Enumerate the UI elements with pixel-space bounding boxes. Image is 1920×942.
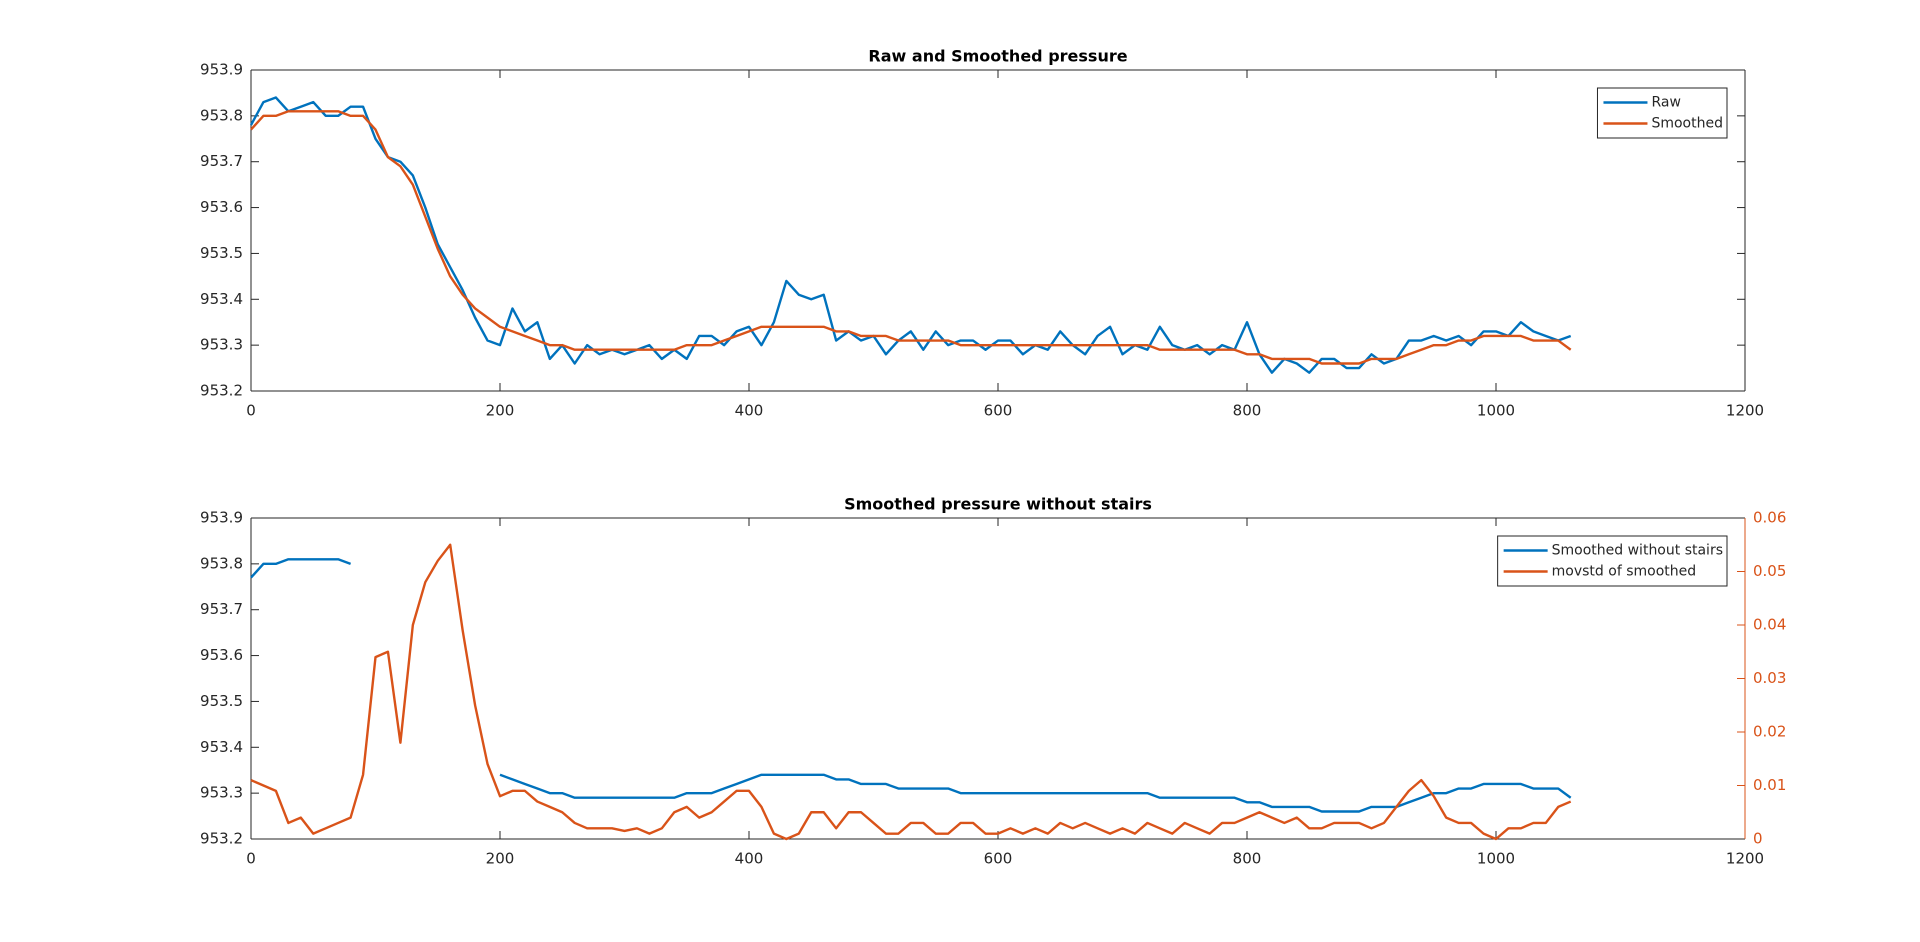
data-line: [250, 110, 1572, 365]
legend-label: Raw: [1651, 95, 1680, 111]
y-tick-label: 953.8: [200, 106, 243, 124]
y-tick-label: 953.3: [200, 336, 243, 354]
x-tick-label: 600: [984, 402, 1013, 420]
x-tick-label: 1000: [1477, 402, 1515, 420]
chart-title: Smoothed pressure without stairs: [844, 495, 1152, 514]
x-tick-label: 200: [486, 402, 515, 420]
y-tick-label: 953.2: [200, 830, 243, 848]
y-tick-label: 953.7: [200, 600, 243, 618]
y-tick-label: 953.6: [200, 198, 243, 216]
x-tick-label: 600: [984, 850, 1013, 868]
legend-label: Smoothed: [1651, 116, 1723, 132]
y-tick-label: 953.4: [200, 290, 243, 308]
x-tick-label: 800: [1233, 850, 1262, 868]
legend-label: movstd of smoothed: [1552, 564, 1696, 580]
y-tick-label: 953.9: [200, 61, 243, 79]
x-tick-label: 200: [486, 850, 515, 868]
y2-tick-label: 0: [1753, 830, 1763, 848]
y2-tick-label: 0.06: [1753, 509, 1786, 527]
y2-tick-label: 0.01: [1753, 776, 1786, 794]
legend-box: [1497, 535, 1728, 587]
y-tick-label: 953.8: [200, 554, 243, 572]
x-tick-label: 800: [1233, 402, 1262, 420]
legend: Smoothed without stairs movstd of smoothe…: [1497, 535, 1728, 587]
y-tick-label: 953.4: [200, 738, 243, 756]
x-tick-label: 1000: [1477, 850, 1515, 868]
y-tick-label: 953.6: [200, 646, 243, 664]
data-line: [250, 558, 1572, 813]
x-tick-label: 400: [735, 402, 764, 420]
y-tick-label: 953.5: [200, 244, 243, 262]
data-line: [249, 96, 1572, 374]
x-tick-label: 1200: [1726, 850, 1764, 868]
y-tick-label: 953.3: [200, 784, 243, 802]
x-tick-label: 0: [246, 402, 256, 420]
y2-tick-label: 0.03: [1753, 669, 1786, 687]
y2-tick-label: 0.04: [1753, 616, 1786, 634]
y2-tick-label: 0.05: [1753, 562, 1786, 580]
x-tick-label: 400: [735, 850, 764, 868]
y-tick-label: 953.5: [200, 692, 243, 710]
x-tick-label: 0: [246, 850, 256, 868]
y2-tick-label: 0.02: [1753, 723, 1786, 741]
legend-box: [1596, 87, 1728, 139]
y-tick-label: 953.2: [200, 382, 243, 400]
x-tick-label: 1200: [1726, 402, 1764, 420]
legend: Raw Smoothed: [1596, 87, 1728, 139]
y-tick-label: 953.7: [200, 152, 243, 170]
y-tick-label: 953.9: [200, 509, 243, 527]
legend-label: Smoothed without stairs: [1552, 543, 1723, 559]
chart-title: Raw and Smoothed pressure: [868, 47, 1127, 66]
data-line: [250, 543, 1572, 841]
